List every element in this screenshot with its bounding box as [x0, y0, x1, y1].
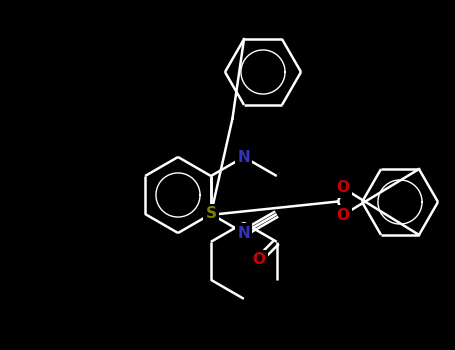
- Text: N: N: [238, 149, 250, 164]
- Text: O: O: [337, 208, 349, 223]
- Text: N: N: [238, 225, 250, 240]
- Text: O: O: [252, 252, 265, 267]
- Text: S: S: [205, 206, 217, 222]
- Text: O: O: [337, 181, 349, 196]
